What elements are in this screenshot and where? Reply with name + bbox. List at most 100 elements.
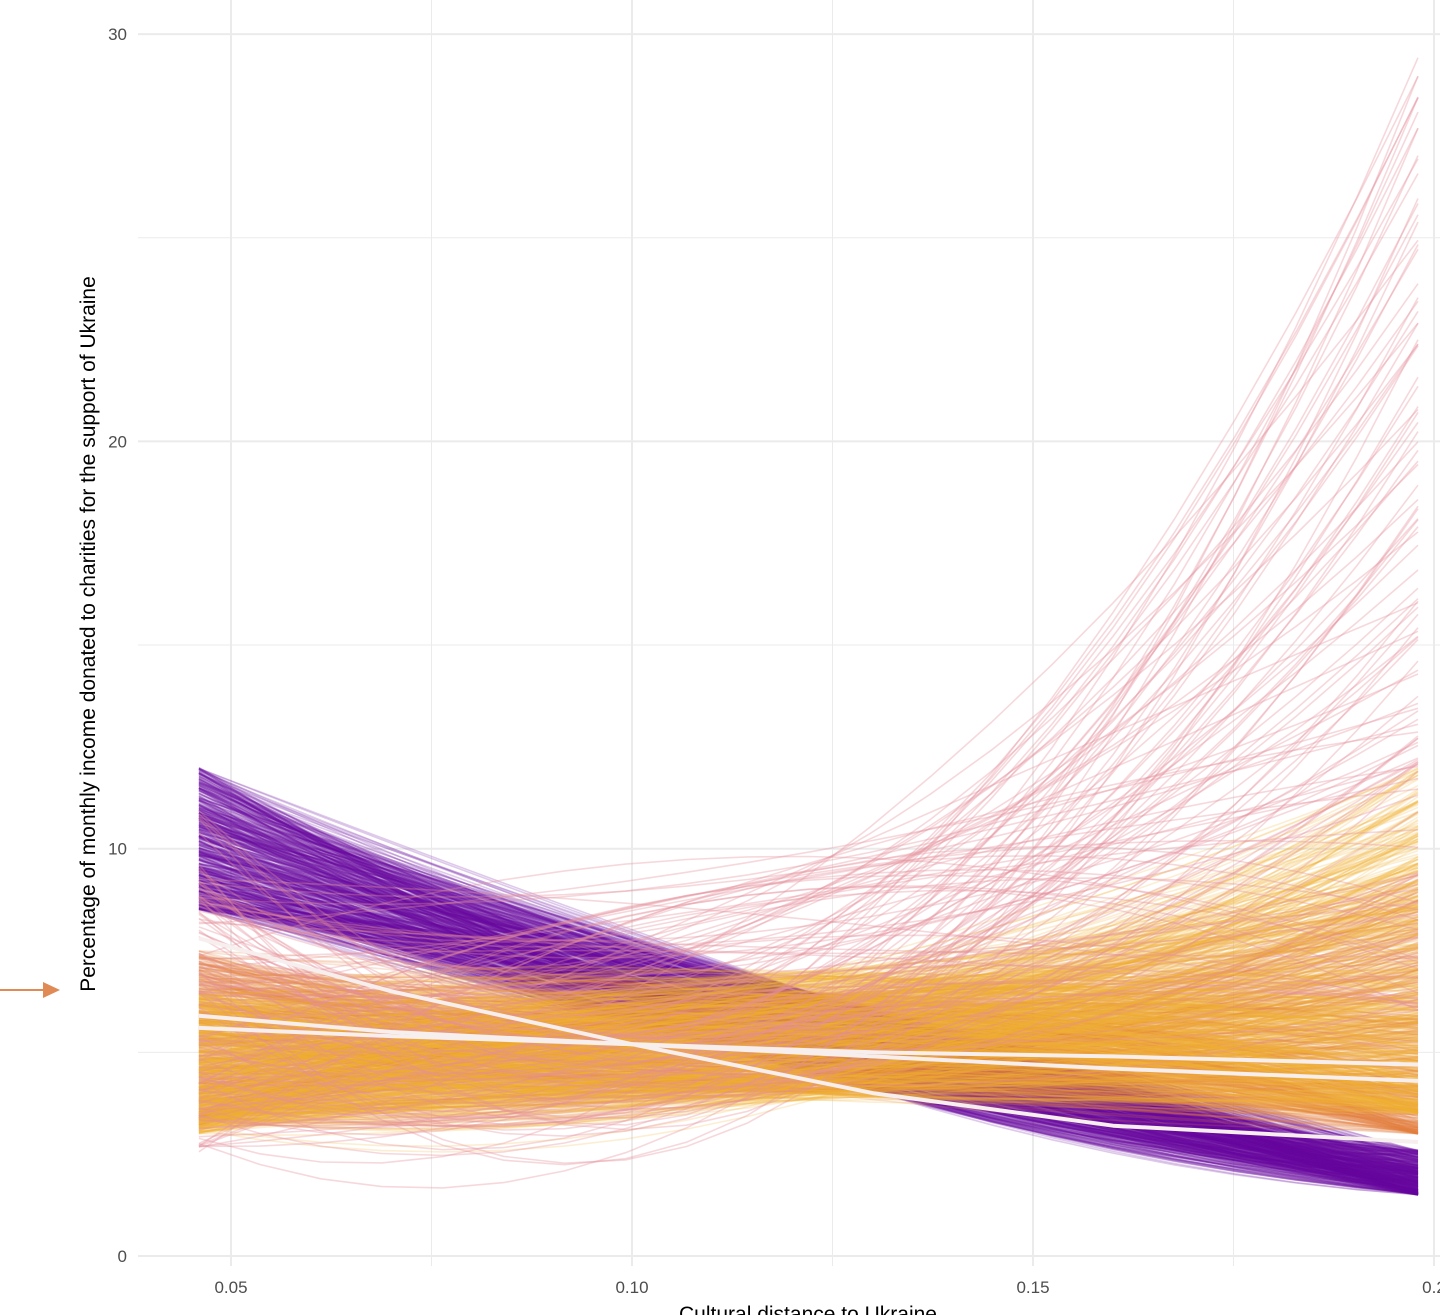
draw-curve-line: [198, 847, 1419, 1134]
draw-curve-line: [198, 723, 1419, 994]
draw-curve-line: [198, 1064, 1419, 1106]
draw-curve-line: [198, 1014, 1419, 1101]
draw-curve-line: [198, 855, 1419, 1177]
draw-curve-line: [198, 1017, 1419, 1079]
draw-curve-line: [198, 1002, 1419, 1135]
draw-curve-line: [198, 898, 1419, 1063]
draw-curve-line: [198, 809, 1419, 1160]
draw-curve-line: [198, 1063, 1419, 1110]
draw-curve-line: [198, 772, 1419, 1196]
x-tick-label: 0.15: [1016, 1278, 1049, 1297]
draw-curve-line: [198, 1003, 1419, 1128]
draw-curve-line: [198, 978, 1419, 1052]
draw-curve-line: [198, 835, 1419, 1196]
draw-curve-line: [198, 990, 1419, 1098]
draw-curve-line: [198, 767, 1419, 1180]
draw-curve-line: [198, 431, 1419, 1045]
draw-curve-line: [198, 978, 1419, 1115]
draw-curve-line: [198, 811, 1419, 1128]
draw-curve-line: [198, 1004, 1419, 1125]
draw-curve-line: [198, 772, 1419, 1173]
draw-curve-line: [198, 1030, 1419, 1084]
draw-curve-line: [198, 850, 1419, 1159]
draw-curve-line: [198, 873, 1419, 1185]
draw-curve-line: [198, 919, 1419, 1110]
draw-curve-line: [198, 600, 1419, 1052]
draw-curve-line: [198, 1035, 1419, 1105]
draw-curve-line: [198, 996, 1419, 1083]
draw-curve-line: [198, 903, 1419, 1091]
draw-curve-line: [198, 900, 1419, 1152]
draw-curve-line: [198, 1096, 1419, 1105]
draw-curve-line: [198, 895, 1419, 1120]
draw-curve-line: [198, 990, 1419, 1105]
draw-curve-line: [198, 811, 1419, 1064]
draw-curve-line: [198, 1080, 1419, 1104]
draw-curve-line: [198, 908, 1419, 1195]
draw-curve-line: [198, 899, 1419, 1094]
draw-curve-line: [198, 815, 1419, 1183]
draw-curve-line: [198, 1016, 1419, 1117]
draw-curve-line: [198, 995, 1419, 1023]
draw-curve-line: [198, 832, 1419, 1196]
draw-curve-line: [198, 850, 1419, 1195]
draw-curve-line: [198, 906, 1419, 1185]
draw-curve-line: [198, 885, 1419, 1182]
draw-curve-line: [198, 847, 1419, 1163]
draw-curve-line: [198, 840, 1419, 1062]
draw-curve-line: [198, 1026, 1419, 1114]
draw-curve-line: [198, 967, 1419, 1107]
draw-curve-line: [198, 814, 1419, 1169]
draw-curve-line: [198, 922, 1419, 1104]
draw-curve-line: [198, 1000, 1419, 1075]
draw-curve-line: [198, 934, 1419, 1055]
draw-curve-line: [198, 956, 1419, 1091]
draw-curve-line: [198, 963, 1419, 1032]
draw-curve-line: [198, 1017, 1419, 1108]
draw-curve-line: [198, 862, 1419, 1170]
draw-curve-line: [198, 1057, 1419, 1113]
draw-curve-line: [198, 904, 1419, 1164]
draw-curve-line: [198, 992, 1419, 1124]
draw-curve-line: [198, 824, 1419, 1116]
draw-curve-line: [198, 947, 1419, 1030]
draw-curve-line: [198, 1008, 1419, 1113]
draw-curve-line: [198, 918, 1419, 1062]
draw-curve-line: [198, 898, 1419, 1192]
draw-curve-line: [198, 918, 1419, 1099]
draw-curve-line: [198, 1002, 1419, 1014]
draw-curve-line: [198, 155, 1419, 1121]
draw-curve-line: [198, 981, 1419, 1118]
draw-curve-line: [198, 903, 1419, 1196]
draw-curve-line: [198, 852, 1419, 1155]
draw-curve-line: [198, 788, 1419, 1155]
draw-curve-line: [198, 969, 1419, 1109]
draw-curve-line: [198, 978, 1419, 1097]
draw-curve-line: [198, 1008, 1419, 1105]
draw-curve-line: [198, 975, 1419, 1096]
draw-curve-line: [198, 972, 1419, 1116]
draw-curve-line: [198, 883, 1419, 1194]
draw-curve-line: [198, 1000, 1419, 1092]
draw-curve-line: [198, 1019, 1419, 1133]
draw-curve-line: [198, 854, 1419, 1195]
draw-curve-line: [198, 1028, 1419, 1091]
draw-curve-line: [198, 948, 1419, 1133]
draw-curve-line: [198, 905, 1419, 1134]
draw-curve-line: [198, 1042, 1419, 1073]
draw-curve-line: [198, 898, 1419, 1174]
draw-curve-line: [198, 1018, 1419, 1098]
draw-curve-line: [198, 879, 1419, 1192]
draw-curve-line: [198, 980, 1419, 1094]
y-tick-label: 30: [108, 25, 127, 44]
draw-curve-line: [198, 874, 1419, 1159]
draw-curve-line: [198, 907, 1419, 1110]
draw-curve-line: [198, 925, 1419, 1025]
draw-curve-line: [198, 1037, 1419, 1114]
draw-curve-line: [198, 1081, 1419, 1134]
draw-curve-line: [198, 870, 1419, 1096]
draw-curve-line: [198, 1039, 1419, 1135]
draw-curve-line: [198, 1019, 1419, 1093]
draw-curve-line: [198, 908, 1419, 1179]
draw-curve-line: [198, 1064, 1419, 1119]
